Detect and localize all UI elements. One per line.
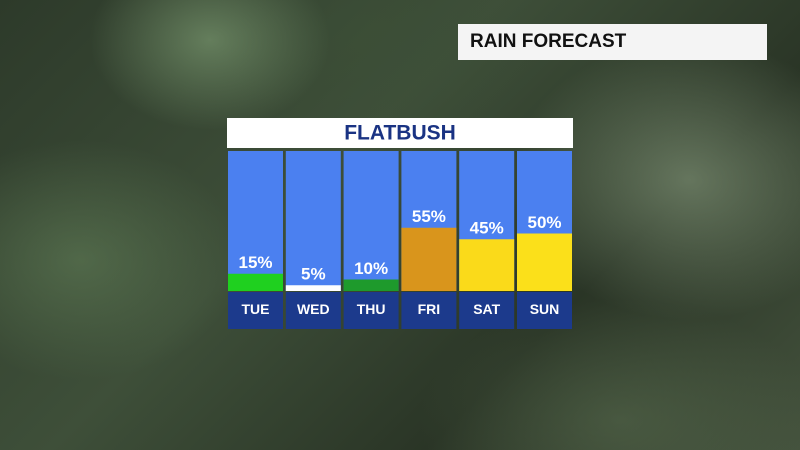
column-background [228, 151, 283, 291]
bar [401, 227, 457, 291]
value-label: 55% [412, 207, 446, 226]
day-box [343, 292, 399, 329]
column-background [343, 151, 399, 291]
value-label: 45% [470, 219, 504, 238]
x-tick-label: THU [357, 301, 386, 317]
x-tick-label: WED [297, 301, 330, 317]
value-label: 15% [238, 253, 272, 272]
bar [459, 239, 515, 291]
day-box [228, 292, 283, 329]
value-label: 10% [354, 259, 388, 278]
bar [228, 273, 283, 291]
day-box [517, 292, 572, 329]
bar [343, 279, 399, 291]
column-background [285, 151, 341, 291]
x-tick-label: TUE [242, 301, 270, 317]
x-tick-label: SUN [530, 301, 560, 317]
day-box [401, 292, 457, 329]
title-box [227, 118, 573, 148]
bar [517, 233, 572, 291]
banner: RAIN FORECAST [458, 24, 767, 60]
bar [285, 285, 341, 291]
value-label: 5% [301, 265, 326, 284]
day-box [285, 292, 341, 329]
day-box [459, 292, 515, 329]
x-tick-label: SAT [473, 301, 500, 317]
value-label: 50% [527, 213, 561, 232]
chart-title: FLATBUSH [344, 122, 456, 145]
x-tick-label: FRI [418, 301, 441, 317]
